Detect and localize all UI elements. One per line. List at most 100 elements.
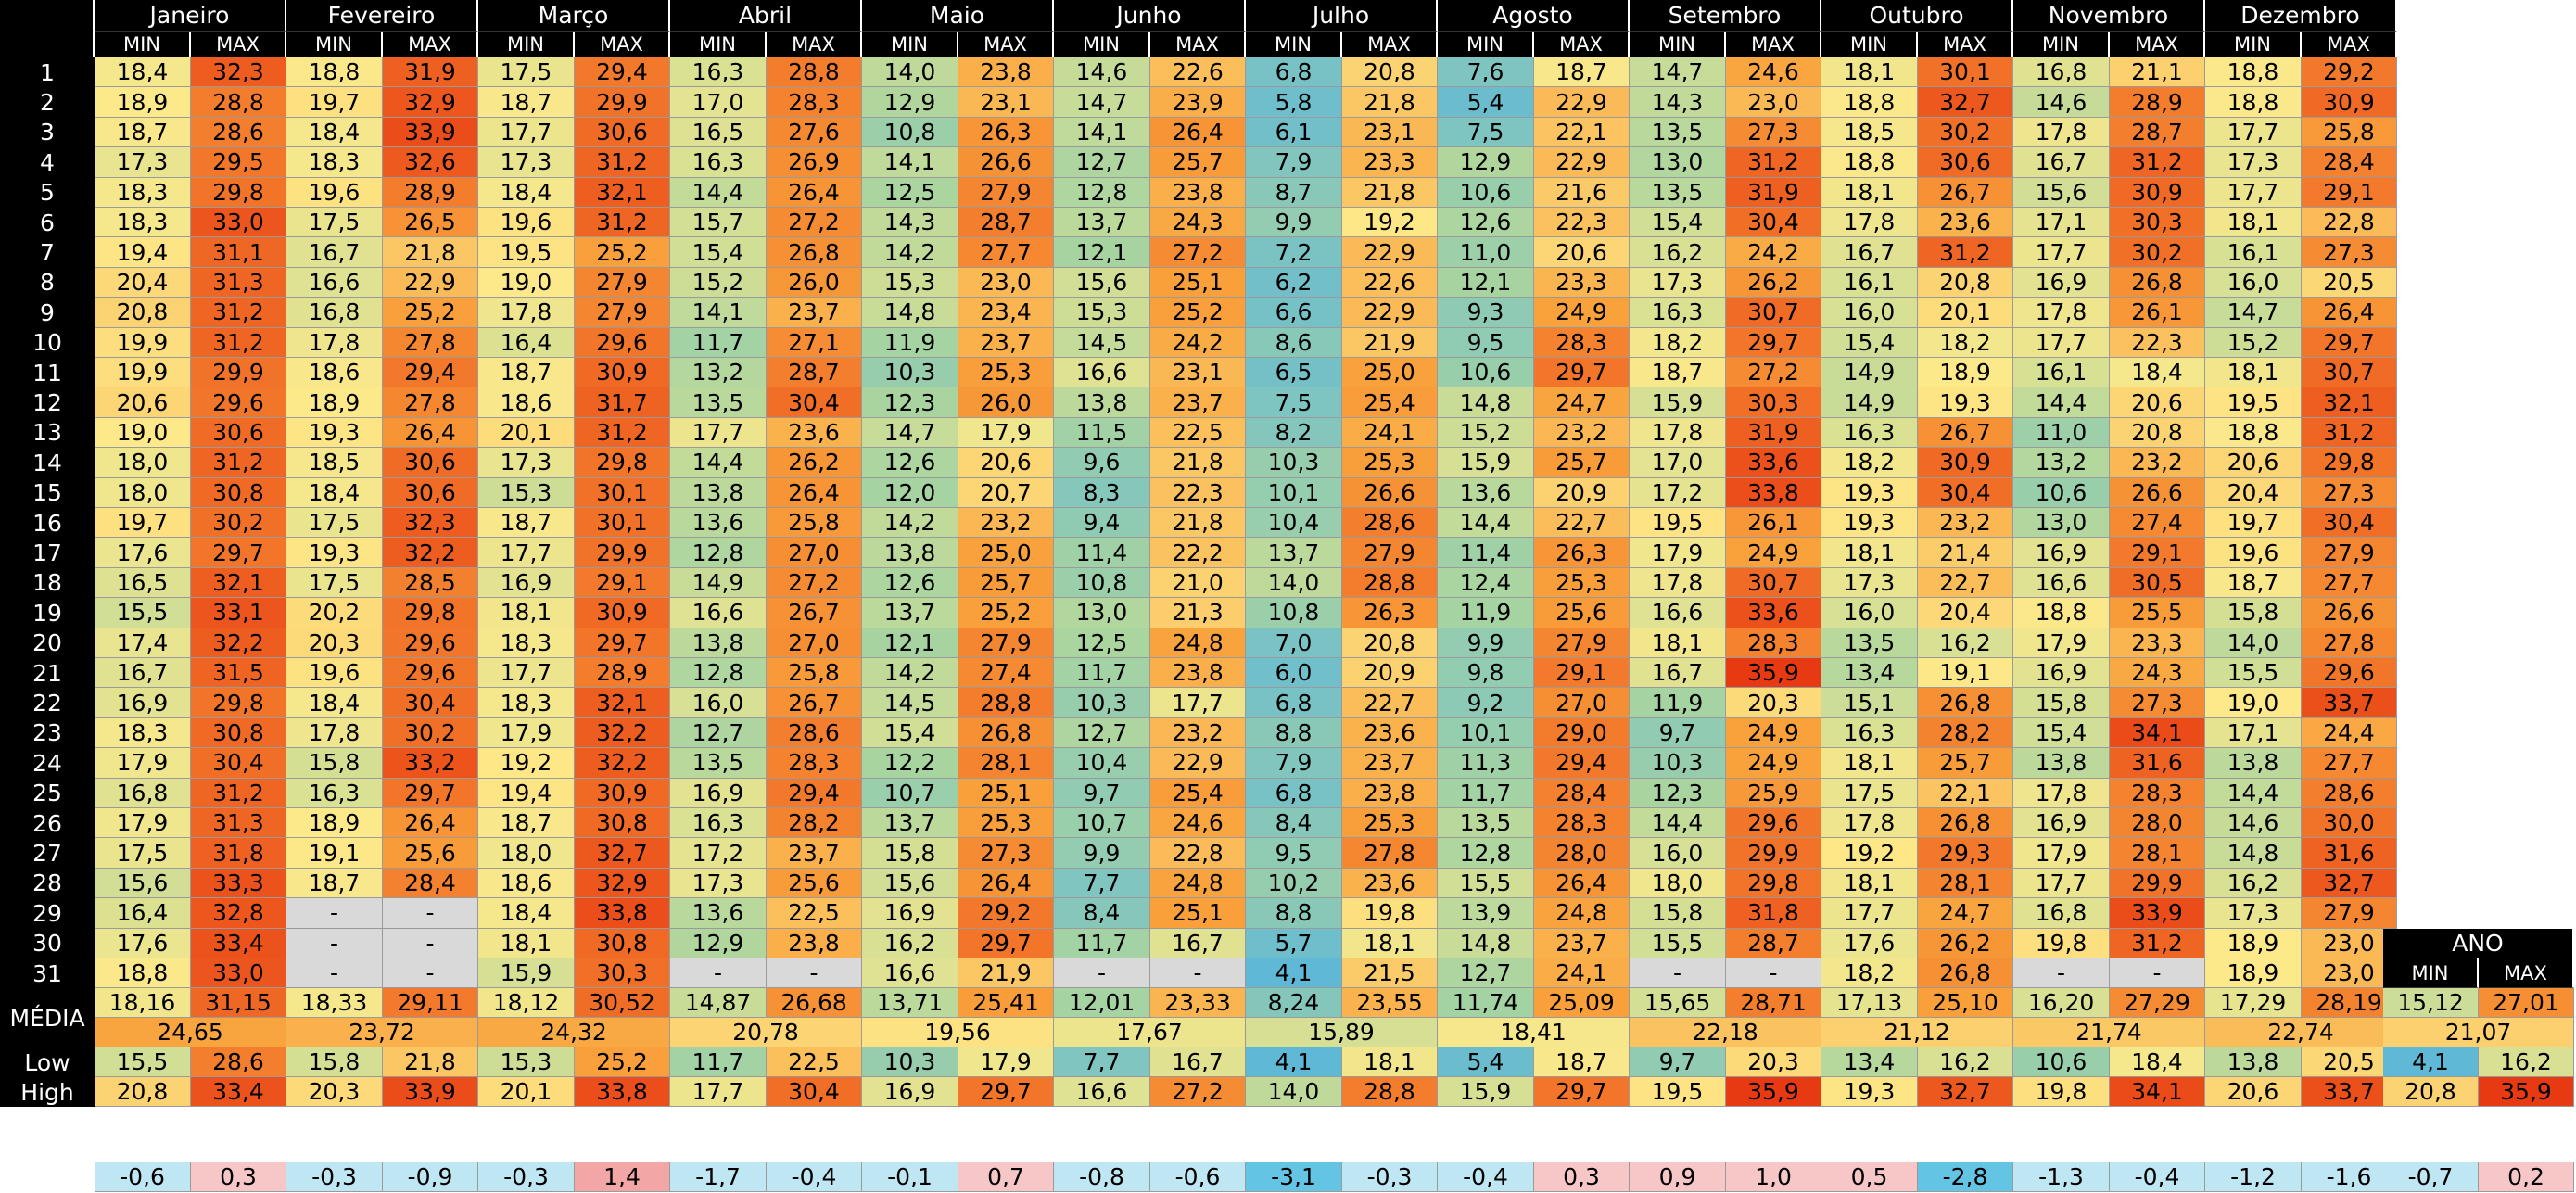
media-combined-cell[interactable]: 18,41 [1438,1018,1630,1048]
day-cell[interactable]: 13,5 [1630,177,1726,208]
day-cell[interactable]: 23,0 [2302,928,2397,958]
day-cell[interactable]: 16,1 [1821,267,1918,298]
day-cell[interactable]: 31,2 [1726,147,1821,178]
diff-cell[interactable]: -0,4 [767,1162,862,1192]
day-cell[interactable]: 26,6 [958,147,1054,178]
diff-cell[interactable]: 0,3 [191,1162,286,1192]
ano-high-min[interactable]: 20,8 [2383,1077,2479,1108]
day-cell[interactable]: 11,0 [1438,237,1534,268]
day-cell[interactable]: 16,3 [1821,417,1918,449]
day-cell[interactable]: 14,4 [1438,508,1534,539]
day-cell[interactable]: 18,8 [2205,57,2302,88]
day-cell[interactable]: 29,8 [383,598,478,628]
low-cell[interactable]: 20,5 [2302,1047,2397,1078]
media-combined-cell[interactable]: 20,78 [670,1018,862,1048]
day-cell[interactable]: 18,0 [1630,868,1726,899]
day-cell[interactable]: 23,0 [1726,87,1821,118]
day-cell[interactable]: 25,1 [1150,267,1246,298]
day-cell[interactable]: 15,6 [862,868,958,899]
day-cell[interactable]: 18,5 [1821,117,1918,148]
day-cell[interactable]: 28,8 [958,688,1054,718]
day-cell[interactable]: 27,4 [2110,508,2205,539]
day-cell[interactable]: 17,9 [1630,538,1726,568]
day-cell[interactable]: 27,3 [2302,477,2397,508]
low-cell[interactable]: 18,7 [1534,1047,1630,1078]
day-cell[interactable]: 29,7 [383,778,478,808]
day-cell[interactable]: 16,9 [2013,808,2110,839]
media-combined-cell[interactable]: 15,89 [1246,1018,1438,1048]
day-cell[interactable]: 17,8 [286,327,383,358]
day-cell[interactable]: 18,7 [95,117,191,148]
day-cell[interactable]: 30,6 [1918,147,2013,178]
day-cell[interactable]: 26,8 [2110,267,2205,298]
diff-cell[interactable]: -0,3 [1342,1162,1438,1192]
day-cell[interactable]: 29,6 [191,387,286,418]
media-combined-cell[interactable]: 19,56 [862,1018,1054,1048]
day-cell[interactable]: 29,7 [958,928,1054,958]
day-cell[interactable]: - [383,958,478,989]
day-cell[interactable]: 29,6 [383,628,478,658]
day-cell[interactable]: 18,1 [1630,628,1726,658]
day-cell[interactable]: 30,4 [1918,477,2013,508]
day-cell[interactable]: 22,2 [1150,538,1246,568]
day-cell[interactable]: 26,3 [1534,538,1630,568]
day-cell[interactable]: 20,1 [478,417,575,449]
ano-low-max[interactable]: 16,2 [2479,1047,2574,1078]
day-cell[interactable]: 35,9 [1726,658,1821,689]
day-cell[interactable]: 19,9 [95,327,191,358]
day-cell[interactable]: 17,8 [1630,417,1726,449]
low-cell[interactable]: 22,5 [767,1047,862,1078]
day-cell[interactable]: 29,9 [575,87,670,118]
day-cell[interactable]: 27,9 [1342,538,1438,568]
diff-cell[interactable]: -0,9 [383,1162,478,1192]
day-cell[interactable]: 9,5 [1438,327,1534,358]
day-cell[interactable]: - [1054,958,1150,989]
day-cell[interactable]: 25,0 [1342,358,1438,388]
day-cell[interactable]: 27,9 [2302,538,2397,568]
day-cell[interactable]: 6,0 [1246,658,1342,689]
day-cell[interactable]: 27,7 [958,237,1054,268]
day-cell[interactable]: 17,1 [2205,717,2302,749]
day-cell[interactable]: 33,9 [383,117,478,148]
day-cell[interactable]: 10,3 [1054,688,1150,718]
day-cell[interactable]: 22,7 [1918,567,2013,599]
day-cell[interactable]: 29,5 [191,147,286,178]
day-cell[interactable]: 14,2 [862,658,958,689]
day-cell[interactable]: 30,9 [575,358,670,388]
day-cell[interactable]: 12,3 [1630,778,1726,808]
day-cell[interactable]: 23,7 [958,327,1054,358]
media-cell[interactable]: 15,65 [1630,988,1726,1019]
day-cell[interactable]: 17,9 [478,717,575,749]
day-cell[interactable]: 25,9 [1726,778,1821,808]
day-cell[interactable]: 26,7 [767,688,862,718]
day-cell[interactable]: 19,7 [95,508,191,539]
day-cell[interactable]: 15,6 [95,868,191,899]
day-cell[interactable]: 32,2 [383,538,478,568]
day-cell[interactable]: 16,9 [2013,267,2110,298]
low-cell[interactable]: 21,8 [383,1047,478,1078]
day-cell[interactable]: 30,2 [1918,117,2013,148]
day-cell[interactable]: 27,3 [2302,237,2397,268]
day-cell[interactable]: 23,0 [2302,958,2397,989]
day-cell[interactable]: 9,9 [1246,208,1342,238]
day-cell[interactable]: 31,2 [191,448,286,478]
media-combined-cell[interactable]: 22,74 [2205,1018,2397,1048]
day-cell[interactable]: 17,5 [1821,778,1918,808]
day-cell[interactable]: 13,0 [1054,598,1150,628]
day-cell[interactable]: 22,1 [1534,117,1630,148]
day-cell[interactable]: 31,2 [191,778,286,808]
day-cell[interactable]: 31,2 [191,327,286,358]
day-cell[interactable]: 30,7 [1726,298,1821,328]
day-cell[interactable]: 18,7 [1630,358,1726,388]
day-cell[interactable]: 19,3 [1918,387,2013,418]
day-cell[interactable]: 22,5 [767,898,862,929]
day-cell[interactable]: 30,1 [1918,57,2013,88]
day-cell[interactable]: - [383,928,478,958]
day-cell[interactable]: 27,8 [383,327,478,358]
media-cell[interactable]: 8,24 [1246,988,1342,1019]
day-cell[interactable]: 13,4 [1821,658,1918,689]
day-cell[interactable]: 11,5 [1054,417,1150,449]
day-cell[interactable]: 14,7 [1630,57,1726,88]
media-cell[interactable]: 30,52 [575,988,670,1019]
day-cell[interactable]: 33,4 [191,928,286,958]
